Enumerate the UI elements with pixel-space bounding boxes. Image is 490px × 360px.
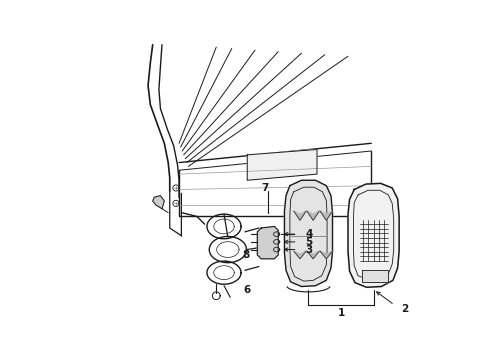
Text: 7: 7 [261, 183, 269, 193]
Polygon shape [320, 251, 333, 259]
Polygon shape [307, 251, 319, 259]
Polygon shape [153, 195, 164, 209]
Polygon shape [257, 226, 278, 259]
Polygon shape [294, 211, 306, 220]
Text: 5: 5 [305, 237, 313, 247]
Text: 1: 1 [338, 308, 344, 318]
Polygon shape [320, 211, 333, 220]
Text: 6: 6 [244, 285, 251, 294]
Polygon shape [307, 211, 319, 220]
Polygon shape [348, 183, 399, 287]
Polygon shape [362, 270, 388, 282]
Text: 2: 2 [401, 304, 408, 314]
Polygon shape [294, 251, 306, 259]
Text: 3: 3 [305, 244, 313, 255]
Polygon shape [247, 149, 317, 180]
Text: 4: 4 [305, 229, 313, 239]
Polygon shape [285, 180, 333, 287]
Text: 8: 8 [242, 250, 249, 260]
